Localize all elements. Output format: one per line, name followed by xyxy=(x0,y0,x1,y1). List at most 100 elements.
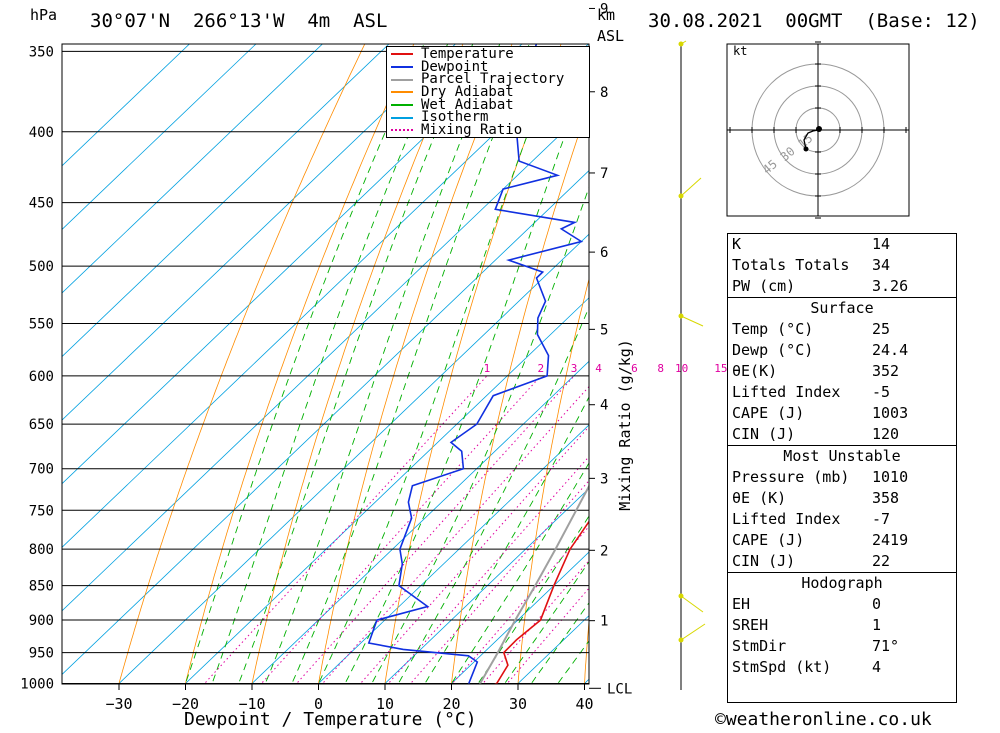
surface-row: Lifted Index -5 xyxy=(728,382,956,403)
wind-barb xyxy=(680,40,687,45)
indices-panel: K 14 Totals Totals 34 PW (cm) 3.26 Surface Te… xyxy=(727,233,957,703)
height-unit-km: km xyxy=(597,6,616,24)
height-tick-label: 4 xyxy=(600,398,608,414)
isotherm-line xyxy=(62,170,589,675)
most-unstable-row: CIN (J) 22 xyxy=(728,551,956,572)
surface-label: CIN (J) xyxy=(732,425,796,443)
dry-adiabat-line xyxy=(517,277,589,684)
location-title: 30°07'N 266°13'W 4m ASL xyxy=(90,10,388,32)
most-unstable-row: Pressure (mb) 1010 xyxy=(728,467,956,488)
surface-label: θE(K) xyxy=(732,362,778,380)
surface-value: 120 xyxy=(872,425,900,443)
legend-entry: Dewpoint xyxy=(387,58,589,75)
wet-adiabat-line xyxy=(344,67,589,684)
pressure-tick-label: 850 xyxy=(29,579,54,595)
legend-label: Parcel Trajectory xyxy=(421,71,565,88)
height-tick-label: 1 xyxy=(600,614,608,630)
pressure-tick-label: 1000 xyxy=(20,677,54,693)
legend-swatch xyxy=(391,116,413,119)
pressure-tick-label: 700 xyxy=(29,462,54,478)
index-label: Totals Totals xyxy=(732,256,850,274)
wet-adiabat-line xyxy=(450,462,589,684)
wet-adiabat-line xyxy=(211,44,449,684)
wet-adiabat-line xyxy=(397,305,589,684)
wet-adiabat-line xyxy=(291,44,530,684)
most-unstable-value: 358 xyxy=(872,489,900,507)
index-row: K 14 xyxy=(728,234,956,255)
index-label: K xyxy=(732,235,742,253)
legend-label: Isotherm xyxy=(421,109,489,126)
pressure-tick-label: 950 xyxy=(29,646,54,662)
isotherm-line xyxy=(117,233,589,684)
most-unstable-row: CAPE (J) 2419 xyxy=(728,530,956,551)
wet-adiabat-line xyxy=(317,44,563,684)
hodograph-unit: kt xyxy=(733,44,748,58)
isotherm-line xyxy=(62,44,390,358)
hodograph-label: StmDir xyxy=(732,637,787,655)
legend-label: Temperature xyxy=(421,46,514,62)
isotherm-line xyxy=(383,487,589,684)
wet-adiabat-line xyxy=(424,396,589,684)
index-value: 34 xyxy=(872,256,891,274)
legend-entry: Isotherm xyxy=(387,111,589,124)
surface-row: Dewp (°C) 24.4 xyxy=(728,340,956,361)
dry-adiabat-line xyxy=(451,102,589,684)
mixing-ratio-line xyxy=(260,375,542,684)
dry-adiabat-line xyxy=(251,44,464,684)
legend-label: Mixing Ratio xyxy=(421,122,523,139)
dry-adiabat-line xyxy=(184,44,415,684)
legend-entry: Dry Adiabat xyxy=(387,85,589,99)
index-row: Totals Totals 34 xyxy=(728,255,956,276)
pressure-tick-label: 400 xyxy=(29,125,54,141)
pressure-tick-label: 500 xyxy=(29,259,54,275)
mixing-ratio-label: 1 xyxy=(484,362,491,375)
x-tick-label: 20 xyxy=(442,695,460,713)
wind-barb xyxy=(680,595,704,613)
most-unstable-label: Pressure (mb) xyxy=(732,468,850,486)
surface-label: Temp (°C) xyxy=(732,320,814,338)
parcel-trajectory-line xyxy=(478,484,589,684)
most-unstable-value: 2419 xyxy=(872,531,909,549)
datetime-title: 30.08.2021 00GMT (Base: 12) xyxy=(648,10,980,32)
height-tick-label: 9 xyxy=(600,1,608,17)
x-tick-label: −10 xyxy=(238,695,265,713)
legend-label: Wet Adiabat xyxy=(421,96,514,113)
mixing-ratio-label: 15 xyxy=(714,362,727,375)
wet-adiabat-line xyxy=(184,44,425,684)
most-unstable-row: Lifted Index -7 xyxy=(728,509,956,530)
hodograph-row: EH 0 xyxy=(728,594,956,615)
most-unstable-value: 22 xyxy=(872,552,891,570)
height-tick-label: 3 xyxy=(600,471,608,487)
legend-swatch xyxy=(391,66,413,69)
legend: Temperature Dewpoint Parcel Trajectory Dry … xyxy=(386,46,590,138)
wind-barb xyxy=(680,315,704,327)
surface-row: CAPE (J) 1003 xyxy=(728,403,956,424)
surface-row: CIN (J) 120 xyxy=(728,424,956,445)
most-unstable-value: -7 xyxy=(872,510,891,528)
pressure-tick-label: 450 xyxy=(29,196,54,212)
dry-adiabat-line xyxy=(317,44,513,684)
mixing-ratio-axis-label: Mixing Ratio (g/kg) xyxy=(616,339,634,511)
hodograph-row: SREH 1 xyxy=(728,615,956,636)
wet-adiabat-line xyxy=(264,44,501,684)
surface-value: -5 xyxy=(872,383,891,401)
most-unstable-label: CIN (J) xyxy=(732,552,796,570)
legend-swatch xyxy=(391,53,413,56)
hodograph-value: 1 xyxy=(872,616,882,634)
legend-swatch xyxy=(391,104,413,107)
x-tick-label: 40 xyxy=(575,695,593,713)
surface-value: 24.4 xyxy=(872,341,909,359)
legend-entry: Wet Adiabat xyxy=(387,96,589,113)
legend-label: Dewpoint xyxy=(421,58,489,75)
surface-label: Dewp (°C) xyxy=(732,341,814,359)
most-unstable-row: θE (K) 358 xyxy=(728,488,956,509)
surface-heading: Surface xyxy=(728,297,956,319)
x-tick-label: −30 xyxy=(105,695,132,713)
hodograph-point xyxy=(816,126,822,132)
x-tick-label: 0 xyxy=(314,695,323,713)
temperature-line xyxy=(492,520,589,684)
most-unstable-heading: Most Unstable xyxy=(728,445,956,467)
legend-entry: Parcel Trajectory xyxy=(387,73,589,86)
wet-adiabat-line xyxy=(370,186,589,684)
height-tick-label: 5 xyxy=(600,322,608,338)
